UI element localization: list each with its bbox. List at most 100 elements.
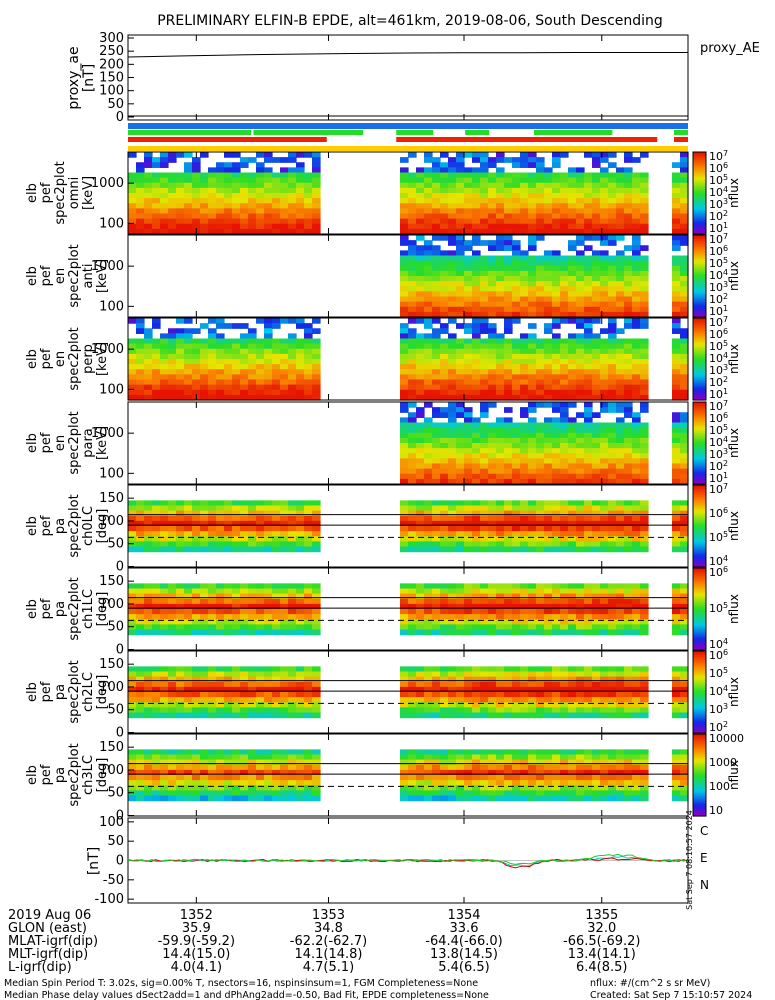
spectrogram-cell (584, 520, 593, 527)
spectrogram-cell (264, 785, 273, 791)
spectrogram-cell (288, 603, 297, 610)
spectrogram-cell (224, 203, 233, 209)
spectrogram-cell (272, 510, 281, 517)
spectrogram-cell (528, 374, 537, 381)
spectrogram-cell (184, 588, 193, 595)
spectrogram-cell (632, 505, 641, 512)
spectrogram-cell (584, 671, 593, 678)
spectrogram-cell (576, 228, 585, 235)
spectrogram-cell (232, 593, 241, 600)
spectrogram-cell (496, 712, 505, 719)
spectrogram-cell (408, 609, 417, 615)
colorbar-segment (693, 534, 706, 537)
spectrogram-cell (296, 790, 305, 797)
colorbar-segment (693, 156, 706, 159)
spectrogram-cell (680, 468, 689, 475)
spectrogram-cell (576, 603, 585, 610)
spectrogram-cell (176, 707, 185, 714)
spectrogram-cell (272, 505, 281, 512)
spectrogram-cell (432, 754, 441, 761)
spectrogram-cell (520, 624, 529, 631)
spectrogram-cell (504, 218, 513, 225)
spectrogram-cell (680, 453, 689, 459)
spectrogram-cell (576, 286, 585, 292)
spectrogram-cell (672, 338, 681, 345)
spectrogram-cell (512, 453, 521, 459)
spectrogram-cell (608, 343, 617, 350)
spectrogram-cell (552, 671, 561, 678)
spectrogram-cell (512, 182, 521, 189)
spectrogram-cell (616, 250, 625, 257)
spectrogram-cell (200, 541, 209, 548)
spectrogram-cell (144, 536, 153, 542)
spectrogram-cell (672, 187, 681, 194)
spectrogram-cell (312, 510, 321, 517)
spectrogram-cell (424, 619, 433, 625)
colorbar-segment (693, 359, 706, 362)
spectrogram-cell (184, 775, 193, 781)
spectrogram-cell (640, 374, 649, 381)
spectrogram-cell (224, 593, 233, 600)
spectrogram-cell (640, 402, 649, 408)
spectrogram-cell (408, 614, 417, 620)
spectrogram-cell (520, 692, 529, 698)
spectrogram-cell (448, 681, 457, 688)
spectrogram-cell (520, 172, 529, 179)
spectrogram-cell (576, 443, 585, 449)
spectrogram-cell (304, 686, 313, 693)
spectrogram-cell (424, 603, 433, 610)
spectrogram-cell (456, 505, 465, 512)
spectrogram-cell (400, 702, 409, 708)
spectrogram-cell (312, 697, 321, 703)
spectrogram-cell (144, 676, 153, 683)
spectrogram-cell (640, 473, 649, 480)
spectrogram-cell (272, 764, 281, 771)
spectrogram-cell (632, 681, 641, 688)
spectrogram-cell (296, 374, 305, 381)
spectrogram-cell (432, 520, 441, 527)
colorbar-segment (693, 613, 706, 616)
colorbar-segment (693, 702, 706, 705)
spectrogram-cell (432, 228, 441, 235)
spectrogram-cell (408, 707, 417, 714)
spectrogram-cell (184, 167, 193, 174)
spectrogram-cell (520, 443, 529, 449)
spectrogram-cell (608, 203, 617, 209)
spectrogram-cell (168, 505, 177, 512)
spectrogram-cell (672, 318, 681, 324)
spectrogram-cell (472, 458, 481, 465)
spectrogram-cell (504, 500, 513, 507)
colorbar-frame (692, 317, 707, 401)
ytick-label: 1000 (91, 342, 124, 357)
spectrogram-cell (584, 276, 593, 282)
spectrogram-cell (256, 609, 265, 615)
spectrogram-cell (624, 458, 633, 465)
spectrogram-cell (608, 614, 617, 620)
spectrogram-cell (552, 228, 561, 235)
spectrogram-cell (184, 593, 193, 600)
spectrogram-cell (192, 182, 201, 189)
spectrogram-cell (304, 603, 313, 610)
spectrogram-cell (136, 374, 145, 381)
spectrogram-cell (424, 520, 433, 527)
spectrogram-cell (560, 614, 569, 620)
spectrogram-cell (536, 515, 545, 522)
spectrogram-cell (488, 473, 497, 480)
spectrogram-cell (624, 478, 633, 485)
spectrogram-cell (464, 463, 473, 470)
spectrogram-cell (232, 515, 241, 522)
colorbar-segment (693, 574, 706, 577)
spectrogram-cell (480, 364, 489, 370)
spectrogram-cell (672, 172, 681, 179)
spectrogram-cell (608, 593, 617, 600)
spectrogram-cell (144, 795, 153, 802)
spectrogram-cell (136, 671, 145, 678)
spectrogram-cell (200, 369, 209, 375)
spectrogram-cell (512, 614, 521, 620)
spectrogram-cell (288, 764, 297, 771)
spectrogram-cell (400, 328, 409, 334)
spectrogram-cell (536, 270, 545, 277)
spectrogram-cell (152, 359, 161, 365)
spectrogram-cell (176, 359, 185, 365)
spectrogram-cell (456, 443, 465, 449)
